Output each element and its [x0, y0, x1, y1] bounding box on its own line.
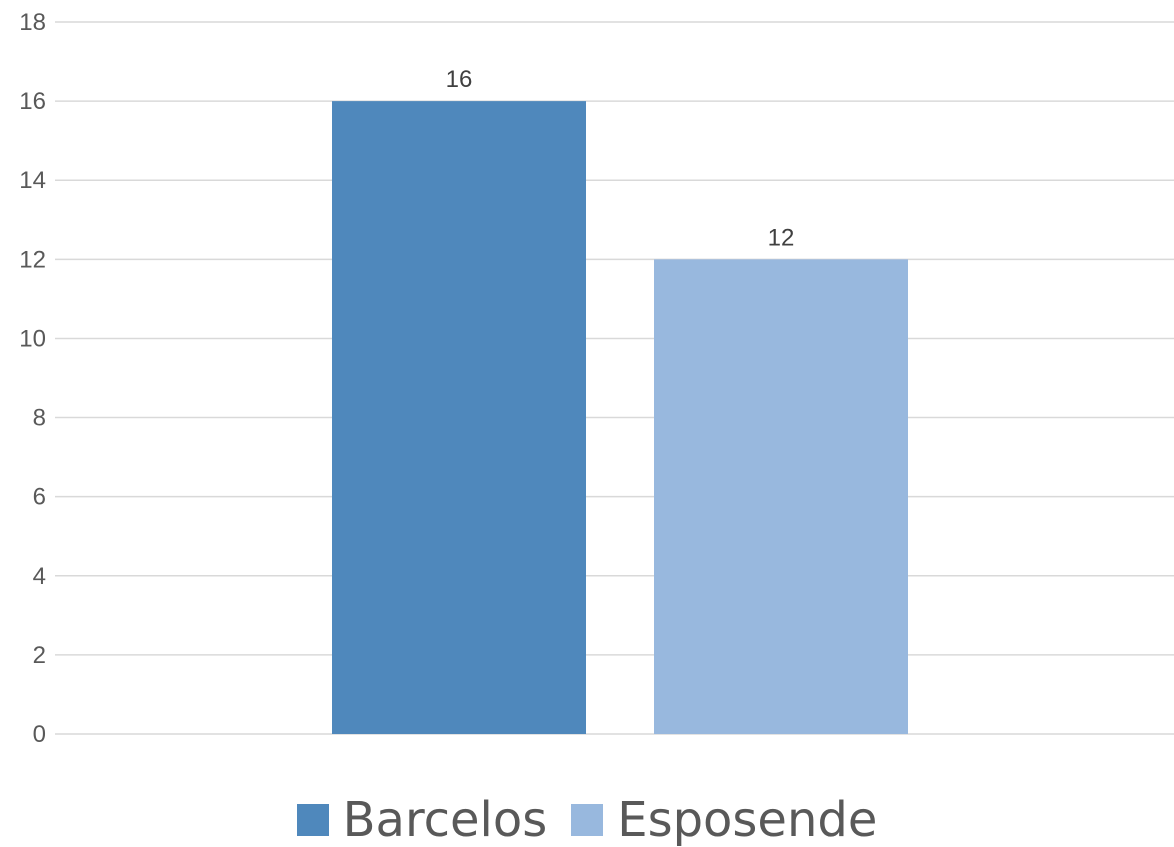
bar-chart: 0 2 4 6 8 10 12 14 16 18 16 12 — [19, 9, 1174, 748]
y-tick-label-18: 18 — [19, 9, 46, 36]
chart-legend: Barcelos Esposende — [0, 790, 1174, 847]
y-tick-label-6: 6 — [33, 484, 46, 511]
legend-item-esposende: Esposende — [571, 792, 877, 847]
y-tick-label-10: 10 — [19, 325, 46, 352]
data-label-esposende: 12 — [768, 224, 795, 251]
y-tick-label-4: 4 — [33, 563, 46, 590]
y-tick-label-0: 0 — [33, 721, 46, 748]
legend-label-esposende: Esposende — [617, 792, 878, 847]
bar-esposende — [654, 259, 908, 734]
legend-swatch-esposende — [571, 804, 604, 836]
y-tick-label-8: 8 — [33, 405, 46, 432]
y-tick-label-16: 16 — [19, 88, 46, 115]
y-tick-label-12: 12 — [19, 246, 46, 273]
bar-barcelos — [332, 101, 586, 735]
y-tick-label-2: 2 — [33, 642, 46, 669]
data-label-barcelos: 16 — [446, 66, 473, 93]
legend-item-barcelos: Barcelos — [296, 792, 548, 847]
legend-swatch-barcelos — [296, 804, 329, 836]
legend-label-barcelos: Barcelos — [342, 792, 548, 847]
y-tick-label-14: 14 — [19, 167, 46, 194]
